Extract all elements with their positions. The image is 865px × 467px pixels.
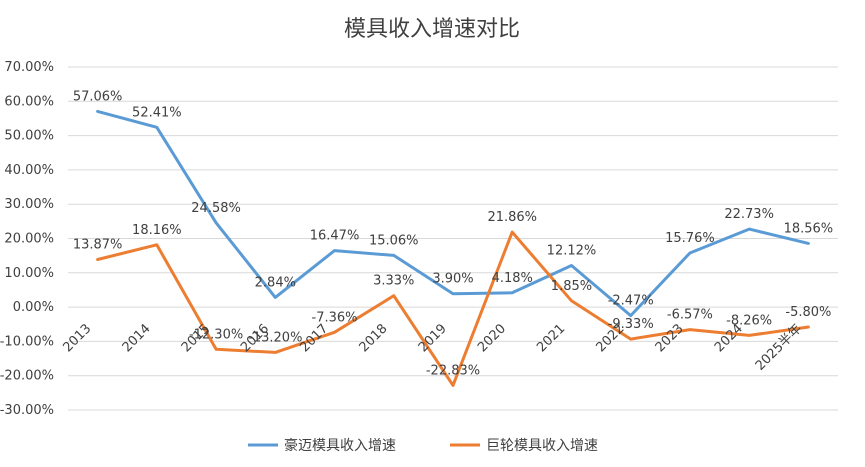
legend: 豪迈模具收入增速 巨轮模具收入增速 bbox=[248, 438, 598, 454]
y-tick-label: 20.00% bbox=[4, 232, 54, 247]
data-label: 16.47% bbox=[310, 229, 360, 244]
y-tick-label: 60.00% bbox=[4, 94, 54, 109]
data-label: -2.47% bbox=[608, 294, 654, 309]
data-label: 57.06% bbox=[73, 89, 123, 104]
legend-entry: 巨轮模具收入增速 bbox=[486, 438, 598, 454]
y-tick-label: 0.00% bbox=[13, 300, 54, 315]
data-label: -6.57% bbox=[667, 308, 713, 323]
y-tick-label: -20.00% bbox=[0, 369, 54, 384]
y-tick-label: 40.00% bbox=[4, 163, 54, 178]
x-tick-label: 2021 bbox=[534, 321, 568, 355]
x-tick-label: 2025半年 bbox=[753, 321, 805, 373]
y-tick-label: 30.00% bbox=[4, 197, 54, 212]
data-label: 18.56% bbox=[784, 221, 834, 236]
data-label: -9.33% bbox=[608, 317, 654, 332]
y-axis: -30.00% -20.00% -10.00% 0.00% 10.00% 20.00% 30… bbox=[0, 60, 54, 418]
series-line-2 bbox=[96, 230, 810, 387]
x-tick-label: 2014 bbox=[120, 321, 154, 355]
data-label: -22.83% bbox=[426, 363, 480, 378]
x-tick-label: 2019 bbox=[416, 321, 450, 355]
data-label: 21.86% bbox=[487, 210, 537, 225]
data-label: 3.33% bbox=[373, 274, 414, 289]
data-label: -7.36% bbox=[312, 310, 358, 325]
data-label: 15.06% bbox=[369, 233, 419, 248]
y-tick-label: 10.00% bbox=[4, 266, 54, 281]
x-tick-label: 2020 bbox=[475, 321, 509, 355]
x-tick-label: 2013 bbox=[60, 321, 94, 355]
grid bbox=[68, 66, 838, 411]
y-tick-label: 70.00% bbox=[4, 60, 54, 75]
chart-title: 模具收入增速对比 bbox=[344, 17, 520, 42]
y-tick-label: 50.00% bbox=[4, 129, 54, 144]
legend-entry: 豪迈模具收入增速 bbox=[284, 438, 396, 454]
data-label: 1.85% bbox=[551, 279, 592, 294]
data-label: 24.58% bbox=[191, 201, 241, 216]
x-tick-label: 2018 bbox=[357, 321, 391, 355]
x-tick-label: 2017 bbox=[297, 321, 331, 355]
data-label: -13.20% bbox=[248, 330, 302, 345]
x-tick-label: 2023 bbox=[653, 321, 687, 355]
data-label: 13.87% bbox=[73, 238, 123, 253]
data-label: 52.41% bbox=[132, 105, 182, 120]
series-line-1 bbox=[96, 109, 810, 318]
data-label: 12.12% bbox=[547, 244, 597, 259]
data-label: -8.26% bbox=[726, 313, 772, 328]
data-label: 18.16% bbox=[132, 223, 182, 238]
y-tick-label: -30.00% bbox=[0, 403, 54, 418]
data-label: 15.76% bbox=[665, 231, 715, 246]
data-label: 22.73% bbox=[724, 207, 774, 222]
data-label: 2.84% bbox=[255, 275, 296, 290]
data-label: 4.18% bbox=[492, 271, 533, 286]
data-label: 3.90% bbox=[432, 272, 473, 287]
y-tick-label: -10.00% bbox=[0, 334, 54, 349]
data-labels: 57.06% 52.41% 24.58% 2.84% 16.47% 15.06% 3.90%… bbox=[73, 89, 833, 378]
series-lines bbox=[96, 109, 810, 387]
data-label: -12.30% bbox=[189, 327, 243, 342]
data-label: -5.80% bbox=[785, 305, 831, 320]
